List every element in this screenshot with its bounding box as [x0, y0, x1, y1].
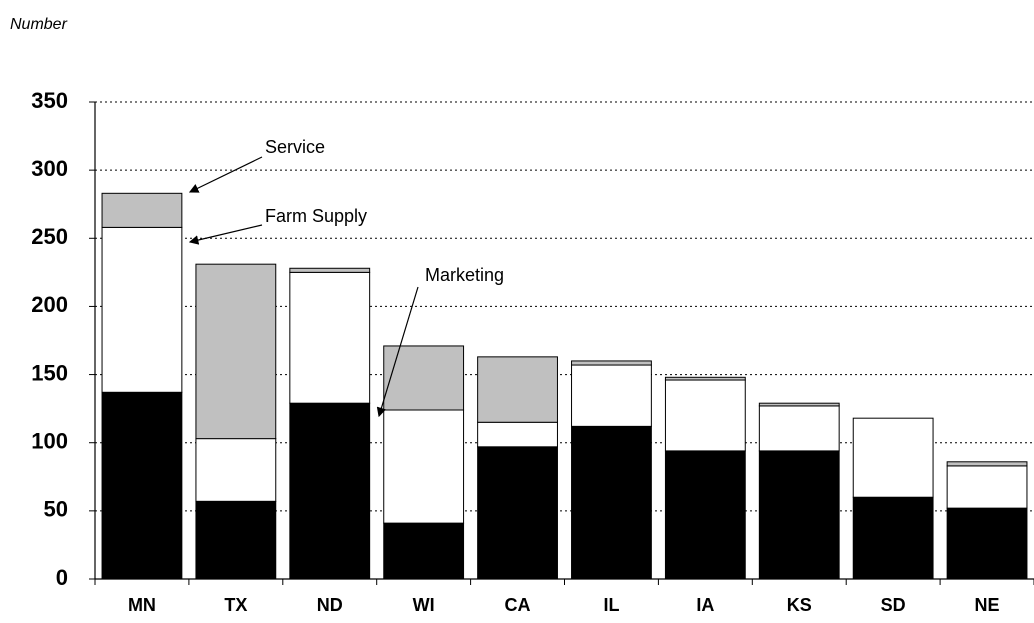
x-tick-label: SD: [881, 595, 906, 615]
x-tick-label: IL: [603, 595, 619, 615]
bar-segment: [383, 522, 465, 580]
bar-segment: [758, 405, 840, 452]
bar-segment: [195, 263, 277, 440]
x-tick-label: WI: [413, 595, 435, 615]
x-tick-label: NE: [975, 595, 1000, 615]
bar-segment: [664, 376, 746, 381]
annotation: Marketing: [425, 265, 504, 285]
bar-segment: [383, 409, 465, 524]
x-tick-label: KS: [787, 595, 812, 615]
annotation-arrow: [188, 224, 263, 245]
bar-segment: [477, 421, 558, 448]
bar-segment: [852, 496, 934, 580]
bar-segment: [946, 507, 1028, 580]
y-tick-label: 300: [31, 156, 68, 181]
bar-segment: [195, 500, 277, 580]
bar-segment: [664, 379, 746, 452]
bar-segment: [289, 271, 371, 404]
bar-segment: [101, 192, 183, 228]
bar-segment: [758, 402, 840, 407]
bar-segment: [477, 356, 558, 423]
x-tick-label: TX: [224, 595, 247, 615]
bar-segment: [195, 438, 277, 502]
y-tick-label: 150: [31, 360, 68, 385]
bar-segment: [101, 391, 183, 580]
x-tick-label: CA: [505, 595, 531, 615]
y-tick-label: 350: [31, 88, 68, 113]
y-tick-label: 200: [31, 292, 68, 317]
bar-segment: [383, 345, 465, 411]
annotation: Service: [265, 137, 325, 157]
y-axis-label: Number: [10, 16, 68, 33]
y-tick-label: 0: [56, 565, 68, 590]
bar-segment: [946, 465, 1028, 509]
bar-segment: [101, 226, 183, 393]
x-tick-label: IA: [696, 595, 714, 615]
bar-segment: [946, 461, 1028, 467]
bar-segment: [571, 364, 652, 427]
bar-segment: [664, 450, 746, 580]
annotation: Farm Supply: [265, 206, 367, 226]
bar-segment: [289, 402, 371, 580]
bar-segment: [758, 450, 840, 580]
bar-segment: [571, 425, 652, 580]
x-tick-label: MN: [128, 595, 156, 615]
bar-segment: [289, 267, 371, 273]
y-tick-label: 250: [31, 224, 68, 249]
bar-segment: [571, 360, 652, 366]
y-tick-label: 50: [44, 497, 68, 522]
bar-segment: [852, 417, 934, 498]
annotation-arrow: [188, 156, 263, 193]
y-tick-label: 100: [31, 429, 68, 454]
bar-segment: [477, 446, 558, 580]
x-tick-label: ND: [317, 595, 343, 615]
annotation-arrow: [376, 286, 419, 418]
